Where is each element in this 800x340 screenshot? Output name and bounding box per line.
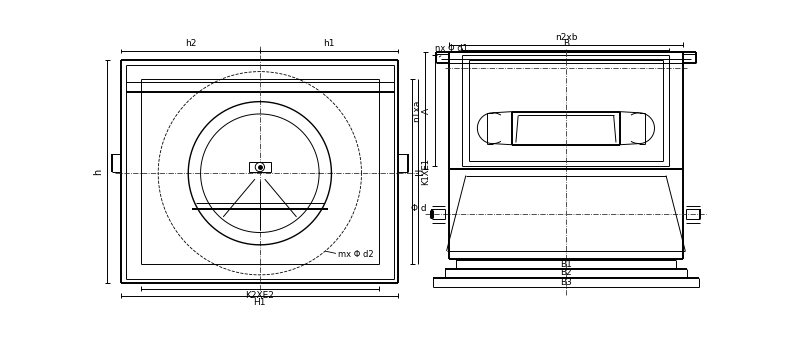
Text: B2: B2 bbox=[560, 269, 572, 277]
Text: Φ d: Φ d bbox=[411, 204, 427, 212]
Text: K2XE2: K2XE2 bbox=[246, 291, 274, 300]
Text: B1: B1 bbox=[560, 260, 572, 269]
Bar bbox=[254, 165, 266, 169]
Text: B: B bbox=[563, 39, 569, 49]
Text: B3: B3 bbox=[560, 278, 572, 287]
Text: n2xb: n2xb bbox=[554, 33, 577, 42]
Text: K1XE1: K1XE1 bbox=[422, 158, 430, 185]
Text: H1: H1 bbox=[254, 298, 266, 307]
Text: H: H bbox=[415, 168, 426, 175]
Text: A: A bbox=[422, 107, 430, 114]
Text: n1xa: n1xa bbox=[413, 100, 422, 122]
Text: h1: h1 bbox=[323, 39, 335, 49]
Text: mx Φ d2: mx Φ d2 bbox=[338, 251, 373, 259]
Text: h: h bbox=[94, 169, 103, 175]
Text: h2: h2 bbox=[185, 39, 196, 49]
Text: nx Φ d1: nx Φ d1 bbox=[434, 44, 467, 57]
Bar bbox=[249, 163, 270, 172]
